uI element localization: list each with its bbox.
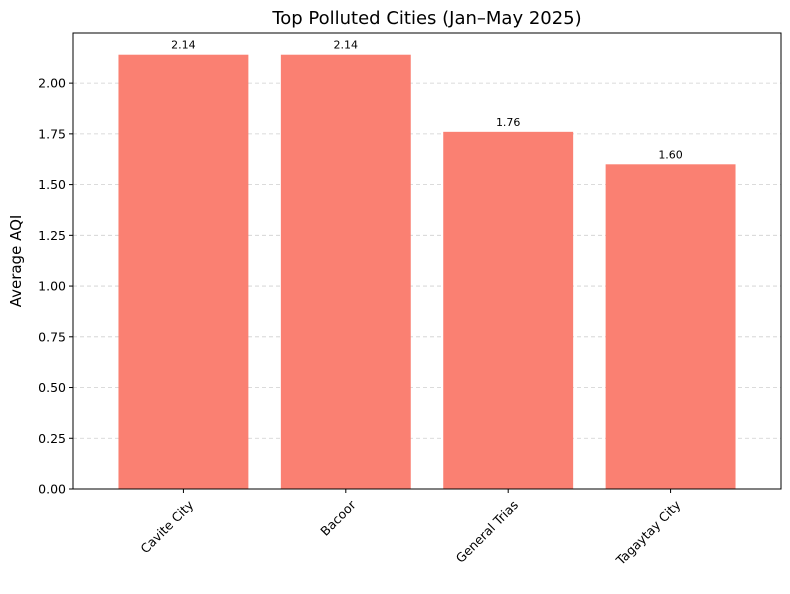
bar-value-label: 2.14 (334, 39, 359, 52)
bars-layer (118, 54, 736, 489)
x-tick-label: Cavite City (137, 497, 196, 556)
plot-frame (72, 32, 782, 490)
bar-value-label: 1.60 (658, 148, 683, 161)
y-tick-label: 1.50 (38, 177, 66, 192)
x-tick-label: General Trias (453, 497, 521, 565)
x-tick-label: Bacoor (317, 497, 359, 539)
y-axis-label: Average AQI (7, 215, 25, 308)
bar (280, 54, 411, 489)
y-tick-label: 1.00 (38, 279, 66, 294)
bar (605, 164, 736, 489)
y-tick-label: 2.00 (38, 76, 66, 91)
data-labels-layer: 2.14 2.14 1.76 1.60 (171, 39, 683, 162)
bar-value-label: 1.76 (496, 116, 521, 129)
bar-value-label: 2.14 (171, 39, 196, 52)
y-tick-label: 0.50 (38, 380, 66, 395)
y-tick-label: 1.25 (38, 228, 66, 243)
y-tick-label: 1.75 (38, 126, 66, 141)
x-tick-label: Tagaytay City (612, 497, 684, 569)
y-tick-label: 0.00 (38, 482, 66, 497)
bar (443, 131, 574, 489)
bar (118, 54, 249, 489)
chart-title: Top Polluted Cities (Jan–May 2025) (271, 8, 581, 29)
y-tick-label: 0.75 (38, 329, 66, 344)
y-tick-label: 0.25 (38, 431, 66, 446)
